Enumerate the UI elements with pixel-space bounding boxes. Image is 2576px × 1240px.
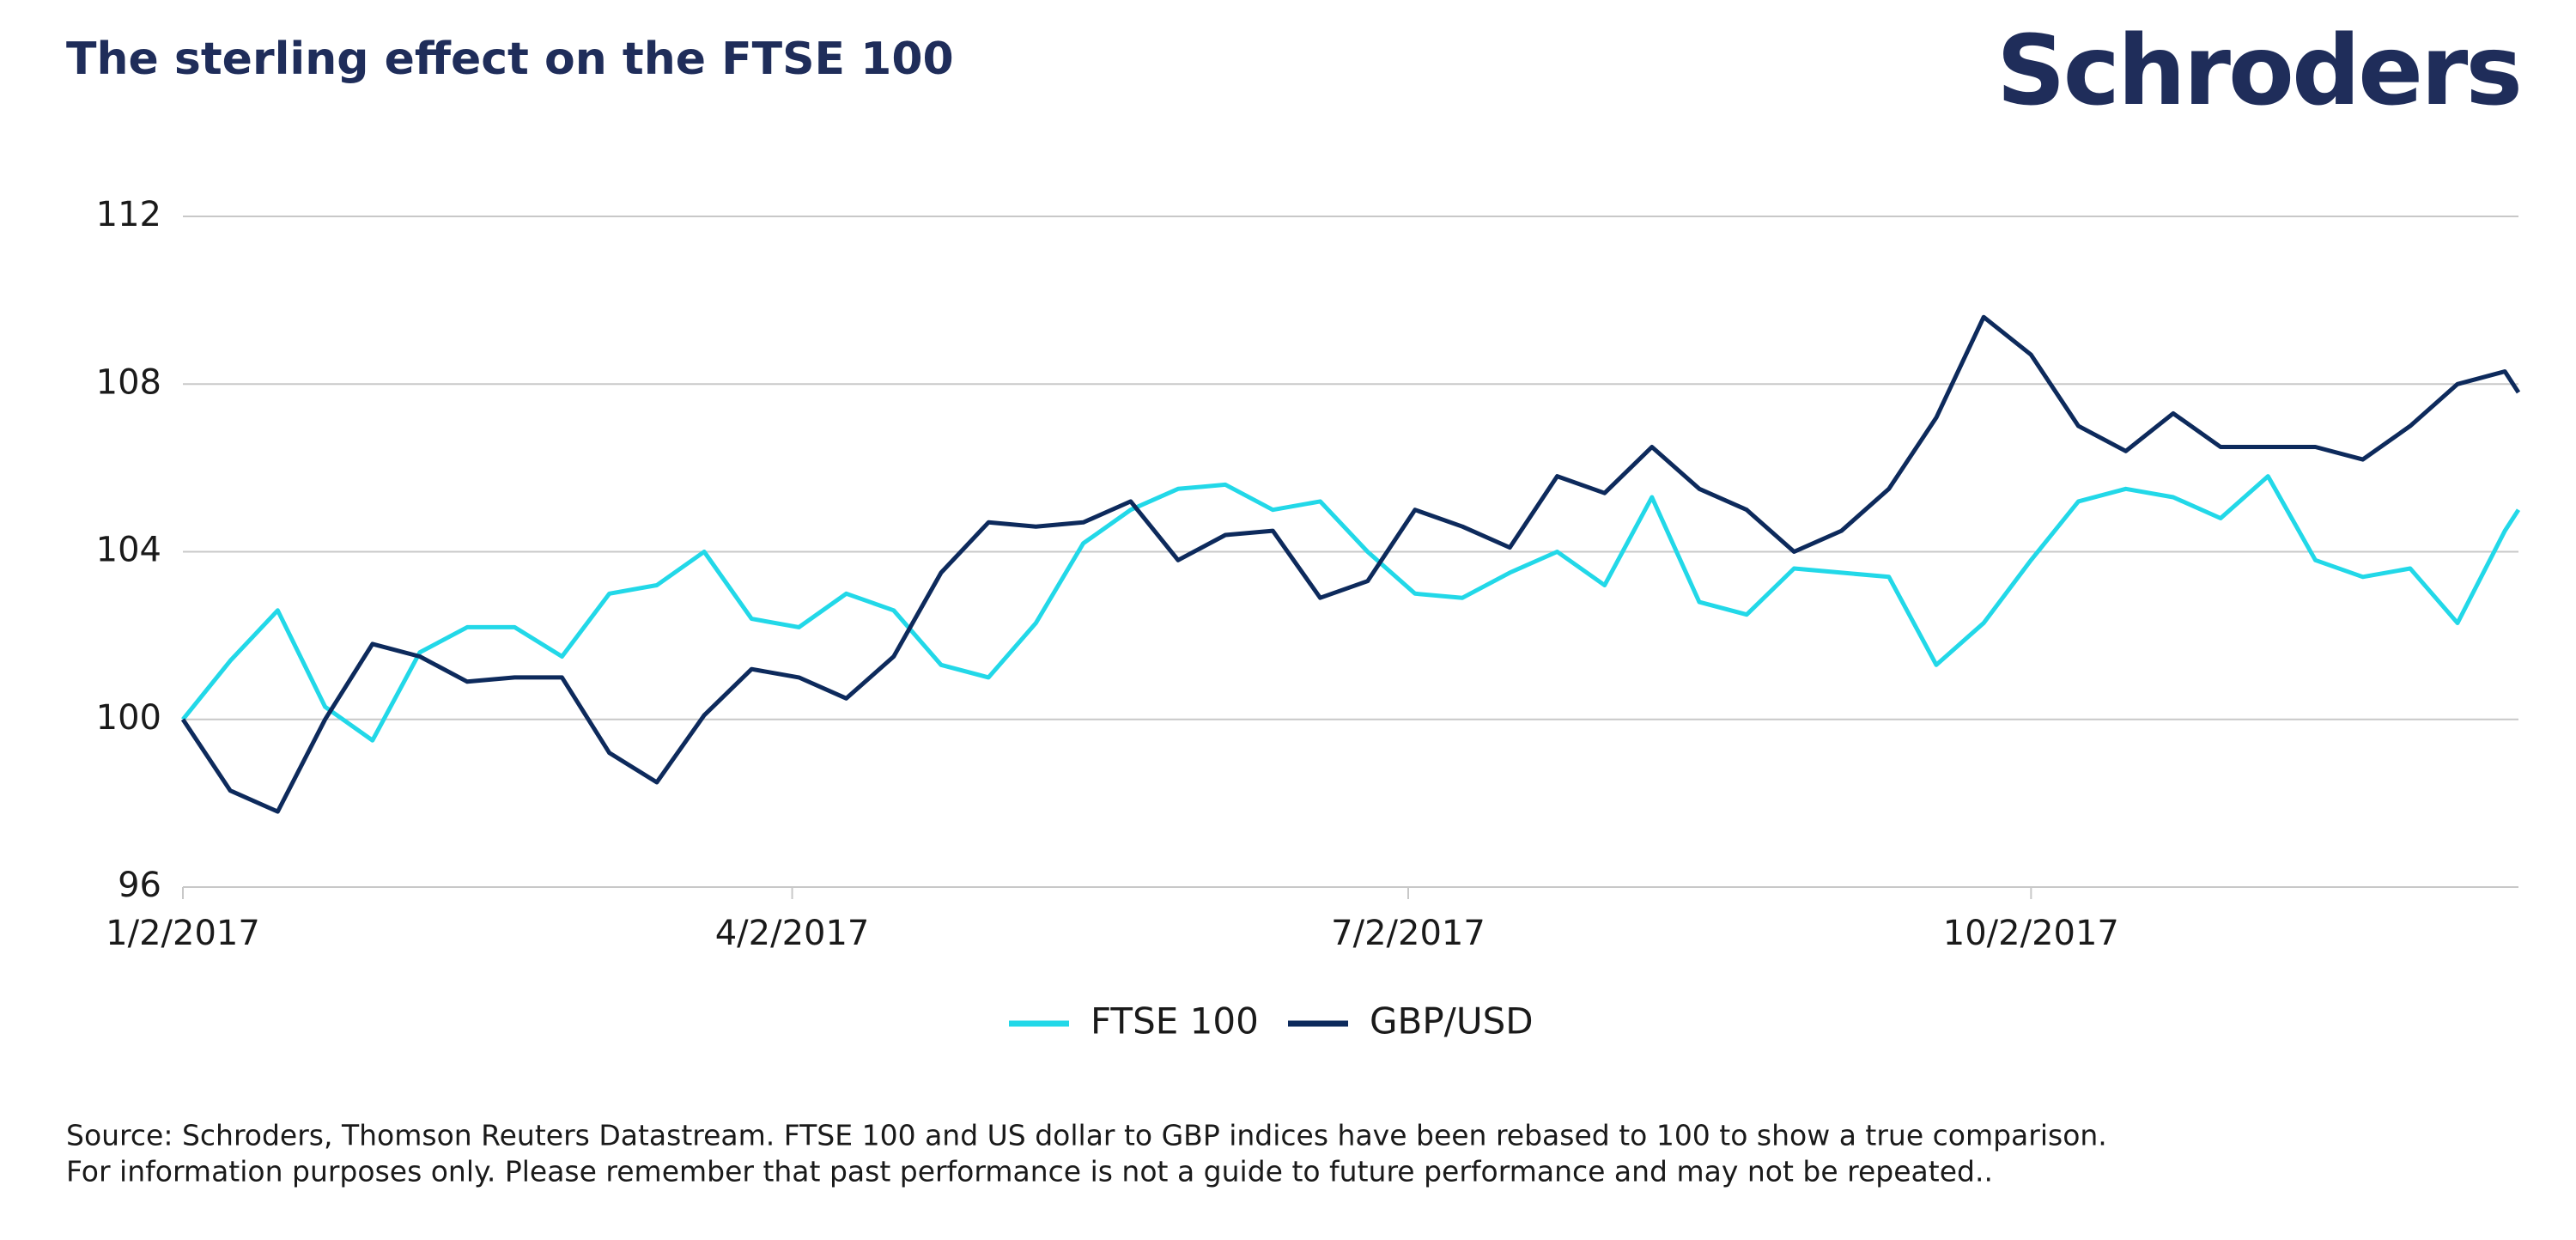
- x-tick-label: 7/2/2017: [1331, 914, 1485, 953]
- legend-label: GBP/USD: [1370, 1000, 1534, 1042]
- x-tick-label: 4/2/2017: [715, 914, 870, 953]
- y-tick-label: 104: [96, 531, 161, 570]
- y-tick-label: 112: [96, 195, 161, 234]
- logo: Schroders: [1996, 15, 2520, 127]
- x-tick-label: 10/2/2017: [1943, 914, 2119, 953]
- footnote: For information purposes only. Please re…: [66, 1155, 1993, 1188]
- y-tick-label: 100: [96, 698, 161, 738]
- legend-label: FTSE 100: [1091, 1000, 1259, 1042]
- y-tick-label: 96: [118, 866, 161, 905]
- series-line: [181, 474, 2521, 743]
- y-tick-label: 108: [96, 362, 161, 402]
- x-tick-label: 1/2/2017: [106, 914, 260, 953]
- series-line: [180, 314, 2521, 814]
- footnote: Source: Schroders, Thomson Reuters Datas…: [66, 1119, 2107, 1152]
- chart-title: The sterling effect on the FTSE 100: [66, 33, 954, 85]
